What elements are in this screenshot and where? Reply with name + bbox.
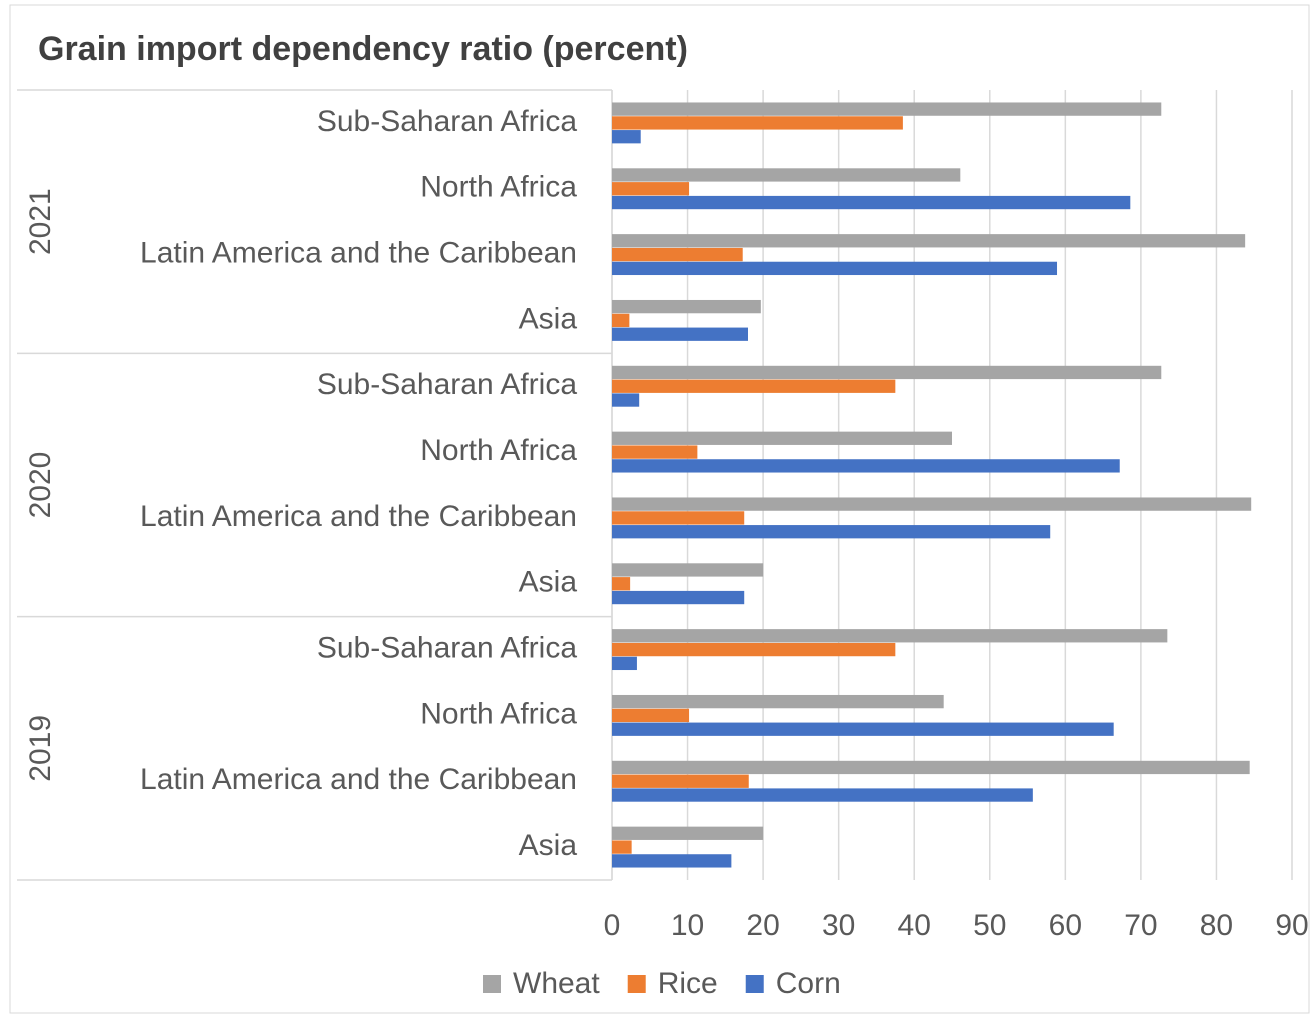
y-tick-label: Asia: [519, 829, 578, 862]
legend-label: Corn: [776, 967, 841, 1000]
bar: [612, 130, 641, 144]
bar: [612, 116, 903, 130]
bar: [612, 760, 1250, 775]
group-label: 2020: [24, 452, 57, 519]
bar: [612, 788, 1033, 802]
bar: [612, 826, 764, 840]
y-tick-label: Asia: [519, 302, 578, 335]
x-tick-label: 80: [1200, 909, 1233, 942]
y-tick-label: Latin America and the Caribbean: [140, 763, 577, 796]
y-tick-label: North Africa: [420, 697, 577, 730]
x-tick-label: 60: [1049, 909, 1082, 942]
bar: [612, 299, 761, 314]
bar: [612, 722, 1114, 736]
y-tick-label: Latin America and the Caribbean: [140, 500, 577, 533]
bar: [612, 525, 1051, 539]
x-tick-label: 20: [746, 909, 779, 942]
bar: [612, 590, 745, 605]
bar: [612, 431, 952, 445]
bar: [612, 182, 690, 196]
bar: [612, 511, 745, 525]
bar: [612, 459, 1120, 473]
bar: [612, 313, 630, 328]
legend-swatch: [745, 975, 764, 993]
bar: [612, 656, 637, 671]
legend-swatch: [627, 975, 646, 993]
x-tick-label: 10: [671, 909, 704, 942]
x-tick-label: 50: [973, 909, 1006, 942]
bar: [612, 261, 1058, 276]
bar: [612, 365, 1162, 380]
bar: [612, 393, 640, 407]
bar: [612, 195, 1131, 210]
bar: [612, 563, 764, 577]
y-tick-label: Asia: [519, 566, 578, 599]
y-tick-label: Latin America and the Caribbean: [140, 237, 577, 270]
bar: [612, 379, 896, 393]
bar: [612, 234, 1246, 248]
bar: [612, 445, 698, 459]
bar: [612, 247, 743, 262]
legend-swatch: [483, 975, 501, 993]
y-tick-label: North Africa: [420, 171, 577, 204]
y-tick-label: Sub-Saharan Africa: [317, 368, 577, 401]
legend-label: Wheat: [513, 967, 600, 1000]
y-tick-label: Sub-Saharan Africa: [317, 632, 577, 665]
x-tick-label: 40: [898, 909, 931, 942]
bar: [612, 168, 961, 182]
bar: [612, 774, 749, 788]
chart-title: Grain import dependency ratio (percent): [38, 30, 688, 68]
x-tick-label: 0: [604, 909, 621, 942]
group-label: 2019: [24, 715, 57, 782]
bar: [612, 327, 748, 341]
x-tick-label: 90: [1275, 909, 1308, 942]
bar: [612, 629, 1168, 643]
bar: [612, 854, 732, 868]
y-tick-label: North Africa: [420, 434, 577, 467]
bar: [612, 694, 944, 709]
bar: [612, 642, 896, 657]
bar: [612, 708, 690, 723]
bar: [612, 497, 1252, 511]
y-tick-label: Sub-Saharan Africa: [317, 105, 577, 138]
x-tick-label: 70: [1124, 909, 1157, 942]
bar: [612, 102, 1162, 116]
bar: [612, 840, 632, 854]
x-tick-label: 30: [822, 909, 855, 942]
bar: [612, 577, 631, 591]
legend-label: Rice: [658, 967, 718, 1000]
group-label: 2021: [24, 188, 57, 255]
